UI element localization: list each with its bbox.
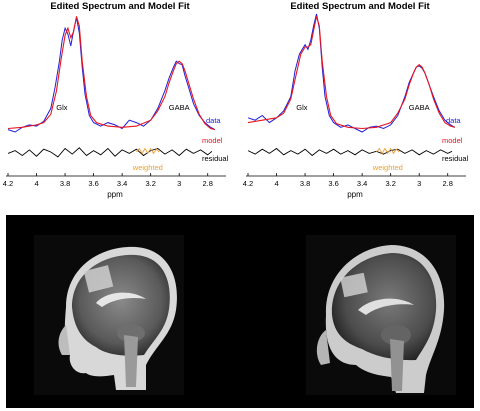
legend-model-label: model	[202, 136, 223, 145]
x-tick-label: 3.2	[145, 179, 155, 188]
x-tick-label: 4.2	[243, 179, 253, 188]
series-data-line	[7, 17, 216, 133]
spectrum-chart-left: 4.2 4 3.8 3.6 3.4 3.2 3 2.8 ppm Glx GABA data model r…	[3, 16, 229, 199]
mri-sagittal-right	[306, 235, 456, 395]
x-tick-label: 2.8	[443, 179, 453, 188]
x-tick-label: 3.8	[300, 179, 310, 188]
x-tick-label: 3.4	[357, 179, 367, 188]
x-tick-label: 3.6	[328, 179, 338, 188]
mri-sagittal-left	[34, 235, 184, 395]
legend-residual-label: residual	[442, 154, 469, 163]
series-residual-line	[247, 147, 453, 157]
series-data-line	[247, 13, 456, 133]
chart-title: Edited Spectrum and Model Fit	[290, 1, 430, 12]
x-tick-label: 4	[274, 179, 278, 188]
x-axis-label: ppm	[347, 190, 363, 199]
peak-label-gaba: GABA	[409, 103, 430, 112]
x-tick-label: 3	[417, 179, 421, 188]
x-tick-label: 4	[34, 179, 38, 188]
legend-weighted-label: weighted	[132, 163, 163, 172]
legend-data-label: data	[206, 116, 221, 125]
series-weighted-line	[136, 147, 160, 155]
x-tick-label: 3.6	[88, 179, 98, 188]
spectrum-chart-right: 4.2 4 3.8 3.6 3.4 3.2 3 2.8 ppm Glx GABA data model r…	[243, 13, 469, 199]
mri-image-strip	[6, 215, 474, 408]
x-tick-label: 3.8	[60, 179, 70, 188]
legend-model-label: model	[442, 136, 463, 145]
chart-title: Edited Spectrum and Model Fit	[50, 1, 190, 12]
x-axis-label: ppm	[107, 190, 123, 199]
legend-residual-label: residual	[202, 154, 229, 163]
x-tick-label: 4.2	[3, 179, 13, 188]
legend-weighted-label: weighted	[372, 163, 403, 172]
peak-label-gaba: GABA	[169, 103, 190, 112]
spectrum-panel-left: Edited Spectrum and Model Fit 4.2 4 3.8 3.6…	[0, 0, 240, 210]
series-model-line	[247, 16, 456, 130]
peak-label-glx: Glx	[296, 103, 308, 112]
x-tick-label: 3	[177, 179, 181, 188]
series-model-line	[7, 16, 216, 131]
x-tick-label: 3.2	[385, 179, 395, 188]
series-weighted-line	[376, 147, 400, 155]
spectrum-panel-right: Edited Spectrum and Model Fit 4.2 4 3.8 3.6…	[240, 0, 480, 210]
mri-sagittal-images	[34, 235, 456, 395]
legend-data-label: data	[446, 116, 461, 125]
x-tick-label: 3.4	[117, 179, 127, 188]
series-residual-line	[7, 147, 213, 158]
peak-label-glx: Glx	[56, 103, 68, 112]
x-tick-label: 2.8	[203, 179, 213, 188]
